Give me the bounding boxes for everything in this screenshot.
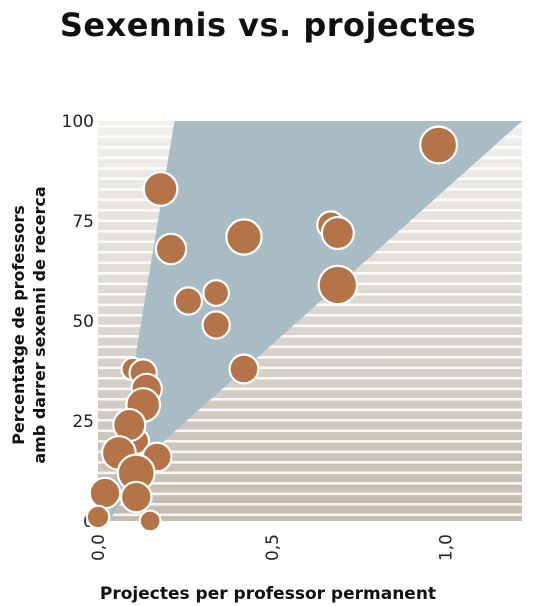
x-tick-label: 0,0 [89,534,109,561]
x-axis-label: Projectes per professor permanent [99,584,437,604]
grid-stripe [98,366,522,370]
data-point [202,279,231,307]
x-tick-label: 0,5 [263,534,283,561]
data-point [85,504,111,530]
grid-stripe [98,482,522,485]
y-axis-label-line-1: Percentatge de professors [9,205,28,445]
highlight-band [108,121,522,521]
grid-stripe [98,471,522,475]
y-tick-label: 25 [72,412,94,432]
data-point [201,310,231,340]
y-tick-labels: 0255075100 [62,112,94,532]
chart-title: Sexennis vs. projectes [59,6,477,44]
data-points [85,125,459,533]
grid-stripe [98,429,522,433]
data-point [225,218,263,256]
data-point [88,476,122,510]
x-tick-label: 1,0 [437,534,457,561]
grid-stripe [98,314,522,317]
grid-stripe [98,450,522,454]
data-point [154,232,188,266]
grid-stripe [98,492,522,496]
grid-stripe [98,503,522,506]
y-axis-label-line-2: amb darrer sexenni de recerca [30,186,49,464]
data-point [317,264,359,306]
grid-stripe [98,461,522,464]
grid-stripe [98,324,522,328]
data-point [320,215,355,251]
band-area [108,121,522,521]
grid-stripe [98,408,522,412]
grid-stripe [98,440,522,443]
grid-stripe [98,387,522,391]
data-point [119,480,153,514]
data-point [142,171,179,207]
y-axis-label: Percentatge de professors amb darrer sex… [4,120,54,530]
data-point [419,125,459,165]
data-point [138,509,162,533]
y-tick-label: 50 [72,312,94,332]
grid-stripe [98,377,522,380]
grid-stripe [98,356,522,359]
grid-stripe [98,419,522,422]
data-point [173,286,204,316]
data-point [228,353,260,385]
grid-stripe [98,398,522,401]
grid-stripe [98,335,522,338]
x-tick-labels: 0,0 0,5 1,0 [89,534,457,561]
y-tick-label: 75 [72,212,94,232]
grid-stripe [98,513,522,517]
grid-stripe [98,345,522,349]
y-tick-label: 100 [62,112,94,132]
